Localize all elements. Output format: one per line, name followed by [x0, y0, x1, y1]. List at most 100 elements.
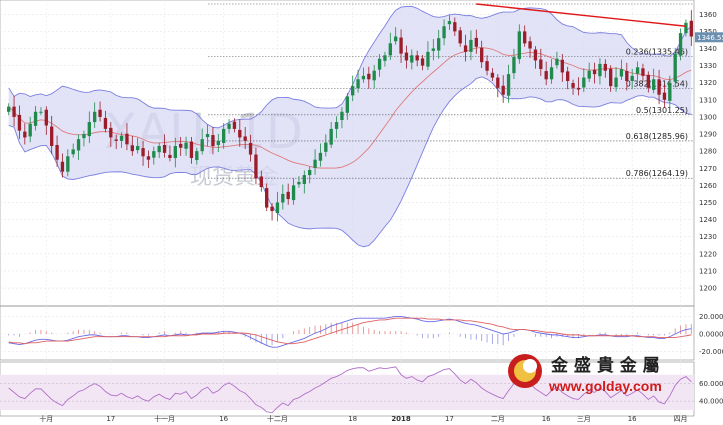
candle-body — [625, 71, 629, 81]
candle-body — [496, 77, 500, 88]
candle — [646, 71, 650, 93]
candle-body — [286, 191, 290, 200]
price-tick-label: 1280 — [699, 148, 717, 156]
candle-body — [216, 140, 220, 145]
candle-body — [458, 30, 462, 44]
date-tick-label: 16 — [542, 415, 551, 423]
candle — [372, 64, 376, 89]
candle-body — [291, 185, 296, 201]
candle — [619, 59, 624, 80]
candle-body — [662, 92, 667, 100]
candle — [227, 119, 231, 134]
candle — [496, 74, 500, 98]
price-axis: 1200 1210 1220 1230 1240 1250 1260 1270 1280 1290… — [699, 11, 717, 293]
candle-body — [372, 70, 376, 81]
candle-body — [485, 61, 489, 71]
candle — [200, 128, 204, 155]
price-tick-label: 1220 — [699, 250, 717, 258]
candle — [211, 126, 215, 155]
candle — [528, 36, 532, 58]
candle — [44, 106, 48, 135]
candle-body — [82, 134, 86, 139]
date-tick-label: 三月 — [577, 415, 591, 423]
candle-body — [356, 79, 360, 89]
candle — [119, 132, 124, 148]
candle — [555, 51, 559, 69]
candle-body — [324, 142, 328, 152]
candle — [662, 84, 667, 109]
candle-body — [609, 68, 613, 87]
candle — [146, 150, 151, 168]
price-tick-label: 1310 — [699, 96, 717, 104]
candle — [114, 134, 118, 150]
candle — [334, 116, 339, 139]
candle-body — [173, 146, 177, 158]
date-tick-label: 十一月 — [154, 414, 175, 423]
candle — [431, 39, 435, 61]
candle — [614, 66, 618, 92]
candle — [87, 111, 91, 144]
price-tick-label: 1330 — [699, 62, 717, 70]
candle-body — [641, 68, 645, 76]
rsi-tick-label: 40.0000 — [699, 398, 723, 406]
candle-body — [66, 156, 70, 172]
candle — [609, 65, 613, 92]
candle-body — [141, 148, 145, 157]
candle — [222, 123, 226, 149]
macd-tick-label: -20.0000 — [699, 348, 723, 356]
candle — [259, 170, 263, 192]
candle-body — [28, 123, 32, 137]
candle-body — [297, 181, 301, 185]
macd-tick-label: 0.0000 — [699, 331, 723, 339]
price-tick-label: 1350 — [699, 28, 717, 36]
candle-body — [340, 111, 344, 121]
candle — [297, 176, 301, 188]
candle-body — [474, 37, 478, 47]
candle-body — [200, 139, 204, 152]
candle-body — [93, 111, 97, 123]
date-tick-label: 十月 — [39, 414, 53, 423]
candle-body — [528, 41, 532, 49]
candle-body — [469, 39, 473, 52]
candle-body — [136, 146, 140, 151]
candle — [270, 203, 274, 221]
candle — [592, 62, 597, 84]
candle — [195, 147, 199, 165]
candle-body — [12, 106, 16, 117]
candle-body — [39, 111, 43, 113]
candle-body — [463, 45, 468, 52]
fibonacci-levels: 0.236(1335.46) 0.382(1316.54) 0.5(1301.25)… — [208, 3, 694, 179]
grid-lines — [0, 0, 695, 420]
candle — [657, 69, 661, 105]
candle — [539, 48, 543, 77]
candle — [125, 123, 129, 151]
candle — [587, 62, 591, 83]
fib-level-label: 0.618(1285.96) — [626, 132, 688, 141]
candle-body — [275, 202, 280, 214]
candle — [625, 62, 629, 91]
candle-body — [506, 74, 511, 96]
candle — [689, 10, 693, 46]
candle — [39, 107, 43, 116]
date-tick-label: 二月 — [491, 415, 505, 423]
candle — [490, 68, 495, 81]
candle-body — [377, 58, 382, 70]
candle-body — [603, 63, 607, 71]
candle — [82, 130, 86, 147]
candle-body — [162, 144, 167, 153]
candle — [367, 66, 371, 89]
candle — [598, 58, 602, 85]
candle — [109, 122, 113, 147]
candle-body — [125, 133, 129, 145]
candle-body — [404, 52, 409, 61]
candle-body — [254, 154, 258, 179]
candle-body — [523, 31, 527, 44]
rsi-range-band — [0, 374, 694, 410]
candle-body — [598, 63, 602, 77]
candle — [485, 55, 489, 76]
last-price-tag: 1346.55 — [695, 32, 723, 43]
date-tick-label: 十二月 — [267, 414, 288, 423]
date-tick-label: 17 — [106, 415, 115, 423]
candle — [474, 29, 478, 54]
candle — [232, 118, 237, 133]
